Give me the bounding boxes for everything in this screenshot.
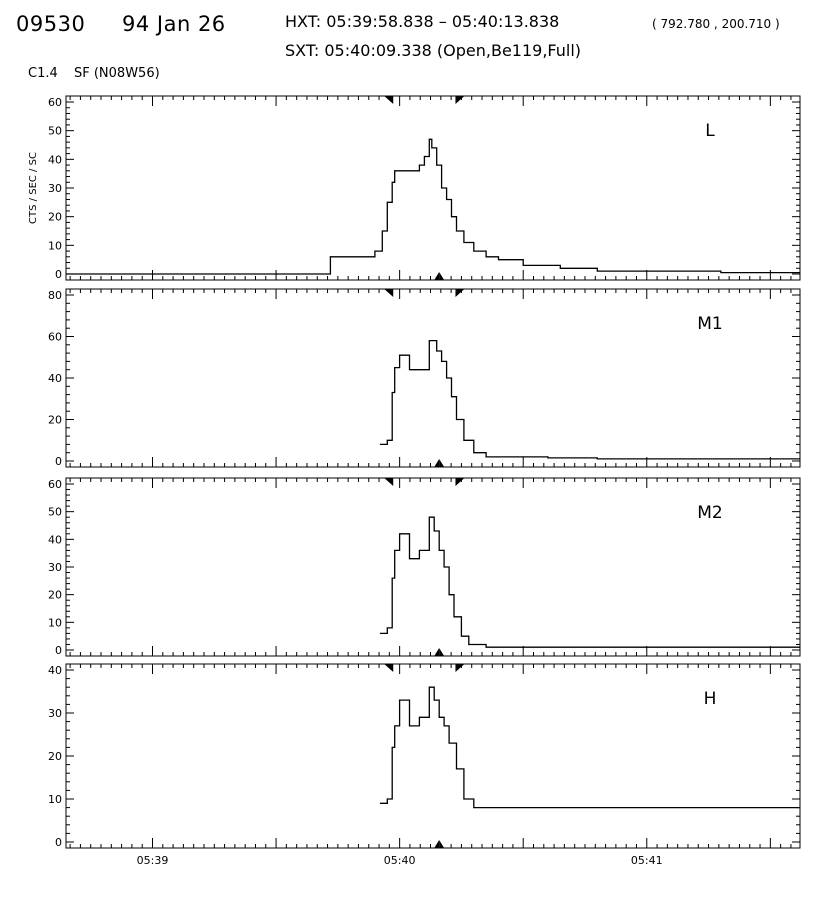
panel-m2: 0 10 20 30 40 50 60 M2 (48, 477, 801, 657)
interval-marker (455, 96, 465, 104)
sxt-time-marker (434, 840, 440, 848)
sxt-time-marker (439, 648, 445, 656)
light-curve-m1 (379, 339, 800, 460)
sxt-time-marker (439, 272, 445, 280)
sxt-time-marker (439, 459, 445, 467)
pointing-coordinates: ( 792.780 , 200.710 ) (652, 17, 780, 31)
channel-label: H (704, 689, 717, 709)
y-tick-label: 30 (48, 182, 62, 195)
y-tick-label: 80 (48, 289, 62, 302)
sxt-time-marker (434, 648, 440, 656)
y-tick-label: 30 (48, 707, 62, 720)
flare-class: C1.4 (28, 66, 58, 81)
light-curve-m2 (379, 516, 800, 648)
y-tick-label: 20 (48, 589, 62, 602)
panel-l: 0 10 20 30 40 50 60 L (48, 95, 801, 281)
panel-frame (65, 477, 801, 657)
y-tick-label: 40 (48, 372, 62, 385)
light-curve-h (379, 686, 800, 809)
x-tick-label: 05:40 (384, 854, 416, 867)
panel-m1: 0 20 40 60 80 M1 (48, 288, 801, 468)
channel-label: M1 (697, 314, 722, 334)
y-tick-label: 30 (48, 561, 62, 574)
interval-marker (384, 478, 394, 486)
panel-frame (65, 663, 801, 849)
interval-marker (455, 478, 465, 486)
y-tick-label: 10 (48, 793, 62, 806)
observation-date: 94 Jan 26 (122, 12, 226, 36)
panel-h: 0 10 20 30 40 H (48, 663, 801, 849)
interval-marker (384, 664, 394, 672)
y-tick-label: 60 (48, 96, 62, 109)
y-tick-label: 0 (55, 268, 62, 281)
y-tick-label: 50 (48, 125, 62, 138)
event-number: 09530 (16, 12, 86, 36)
panel-frame (65, 95, 801, 281)
y-axis-label: CTS / SEC / SC (28, 152, 39, 224)
y-tick-label: 20 (48, 750, 62, 763)
y-tick-label: 20 (48, 414, 62, 427)
y-tick-label: 0 (55, 836, 62, 849)
interval-marker (384, 289, 394, 297)
channel-label: M2 (697, 503, 722, 523)
interval-marker (455, 664, 465, 672)
light-curve-l (66, 138, 800, 275)
channel-label: L (705, 121, 715, 141)
y-tick-label: 60 (48, 331, 62, 344)
y-tick-label: 10 (48, 616, 62, 629)
y-tick-label: 40 (48, 533, 62, 546)
hxt-time-range: HXT: 05:39:58.838 – 05:40:13.838 (285, 12, 560, 31)
interval-marker (384, 96, 394, 104)
flare-location: SF (N08W56) (74, 66, 160, 81)
x-tick-label: 05:41 (631, 854, 663, 867)
y-tick-label: 40 (48, 153, 62, 166)
panel-frame (65, 288, 801, 468)
y-tick-label: 10 (48, 239, 62, 252)
y-tick-label: 40 (48, 664, 62, 677)
interval-marker (455, 289, 465, 297)
y-tick-label: 0 (55, 455, 62, 468)
y-tick-label: 0 (55, 644, 62, 657)
x-tick-label: 05:39 (137, 854, 169, 867)
y-tick-label: 50 (48, 506, 62, 519)
y-tick-label: 60 (48, 478, 62, 491)
y-tick-label: 20 (48, 211, 62, 224)
sxt-time-marker (434, 459, 440, 467)
sxt-time-marker (434, 272, 440, 280)
sxt-image-info: SXT: 05:40:09.338 (Open,Be119,Full) (285, 41, 582, 60)
sxt-time-marker (439, 840, 445, 848)
